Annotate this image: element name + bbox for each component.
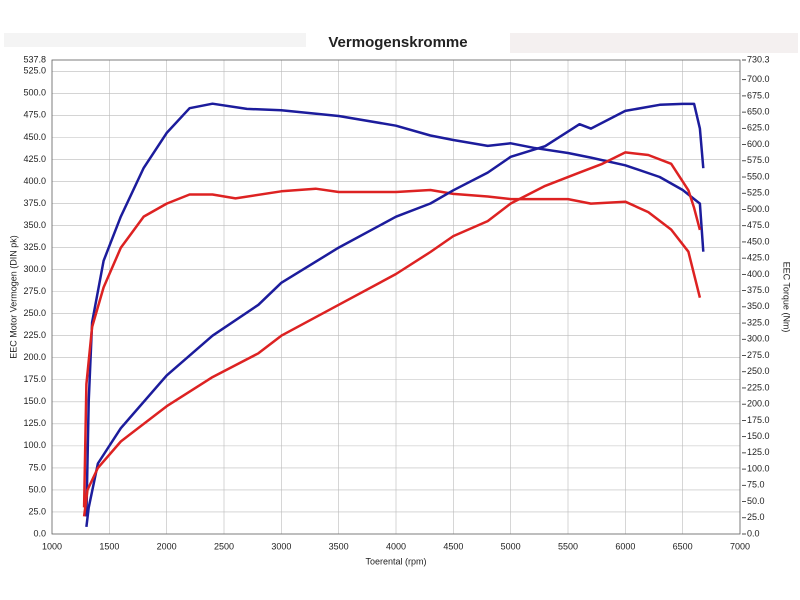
series-line [82,151,702,517]
y-tick-label: 125.0 [23,418,46,428]
x-tick-label: 5000 [501,541,521,551]
title-bar-right [510,33,798,53]
y-tick-label: 200.0 [23,352,46,362]
x-tick-label: 3500 [329,541,349,551]
chart-title: Vermogenskromme [328,34,467,51]
x-tick-label: 1000 [42,541,62,551]
y2-tick-label: 650.0 [747,106,770,116]
y-tick-label: 350.0 [23,220,46,230]
y2-tick-label: 400.0 [747,269,770,279]
x-tick-label: 6000 [615,541,635,551]
x-tick-label: 5500 [558,541,578,551]
x-tick-label: 7000 [730,541,750,551]
y2-tick-label: 0.0 [747,528,760,538]
y2-axis-label: EEC Torque (Nm) [782,262,792,333]
x-tick-label: 4500 [443,541,463,551]
y2-tick-label: 325.0 [747,317,770,327]
y-tick-label: 225.0 [23,330,46,340]
y-tick-label: 50.0 [28,484,46,494]
y-tick-label: 537.8 [23,54,46,64]
title-bar-left [4,33,306,47]
y2-tick-label: 675.0 [747,90,770,100]
y-tick-label: 175.0 [23,374,46,384]
y-tick-label: 0.0 [33,528,46,538]
plot-frame [51,59,741,535]
y2-tick-label: 375.0 [747,285,770,295]
y2-tick-label: 100.0 [747,463,770,473]
y2-tick-label: 275.0 [747,350,770,360]
series-line [85,102,705,517]
y2-tick-label: 300.0 [747,334,770,344]
y2-tick-label: 25.0 [747,512,765,522]
y-tick-label: 100.0 [23,440,46,450]
y2-tick-label: 225.0 [747,382,770,392]
y-tick-label: 375.0 [23,198,46,208]
y-tick-label: 300.0 [23,264,46,274]
x-tick-label: 2000 [157,541,177,551]
y2-tick-label: 550.0 [747,171,770,181]
y2-tick-label: 500.0 [747,204,770,214]
y-tick-label: 450.0 [23,132,46,142]
y2-tick-label: 75.0 [747,480,765,490]
x-tick-label: 6500 [673,541,693,551]
y-axis-label: EEC Motor Vermogen (DIN pk) [8,235,18,359]
x-tick-label: 3000 [271,541,291,551]
y-tick-label: 325.0 [23,242,46,252]
x-axis-label: Toerental (rpm) [365,556,426,566]
y2-tick-label: 150.0 [747,431,770,441]
y-tick-label: 25.0 [28,506,46,516]
y2-tick-label: 475.0 [747,220,770,230]
y2-tick-label: 525.0 [747,188,770,198]
x-tick-label: 2500 [214,541,234,551]
y-tick-label: 500.0 [23,88,46,98]
y-tick-label: 475.0 [23,110,46,120]
y2-tick-label: 200.0 [747,399,770,409]
y2-tick-label: 625.0 [747,123,770,133]
y-tick-label: 75.0 [28,462,46,472]
y-tick-label: 250.0 [23,308,46,318]
y-tick-label: 400.0 [23,176,46,186]
y2-tick-label: 700.0 [747,74,770,84]
y2-tick-label: 730.3 [747,54,770,64]
x-tick-label: 4000 [386,541,406,551]
y2-tick-label: 125.0 [747,447,770,457]
series-line [85,102,705,528]
y2-tick-label: 50.0 [747,496,765,506]
y2-tick-label: 175.0 [747,415,770,425]
y-tick-label: 425.0 [23,154,46,164]
y2-tick-label: 450.0 [747,236,770,246]
y-tick-label: 275.0 [23,286,46,296]
y2-tick-label: 575.0 [747,155,770,165]
y-tick-label: 150.0 [23,396,46,406]
y2-tick-label: 250.0 [747,366,770,376]
series-line [82,187,702,508]
y-tick-label: 525.0 [23,66,46,76]
y2-tick-label: 600.0 [747,139,770,149]
y2-tick-label: 350.0 [747,301,770,311]
x-tick-label: 1500 [99,541,119,551]
y2-tick-label: 425.0 [747,253,770,263]
